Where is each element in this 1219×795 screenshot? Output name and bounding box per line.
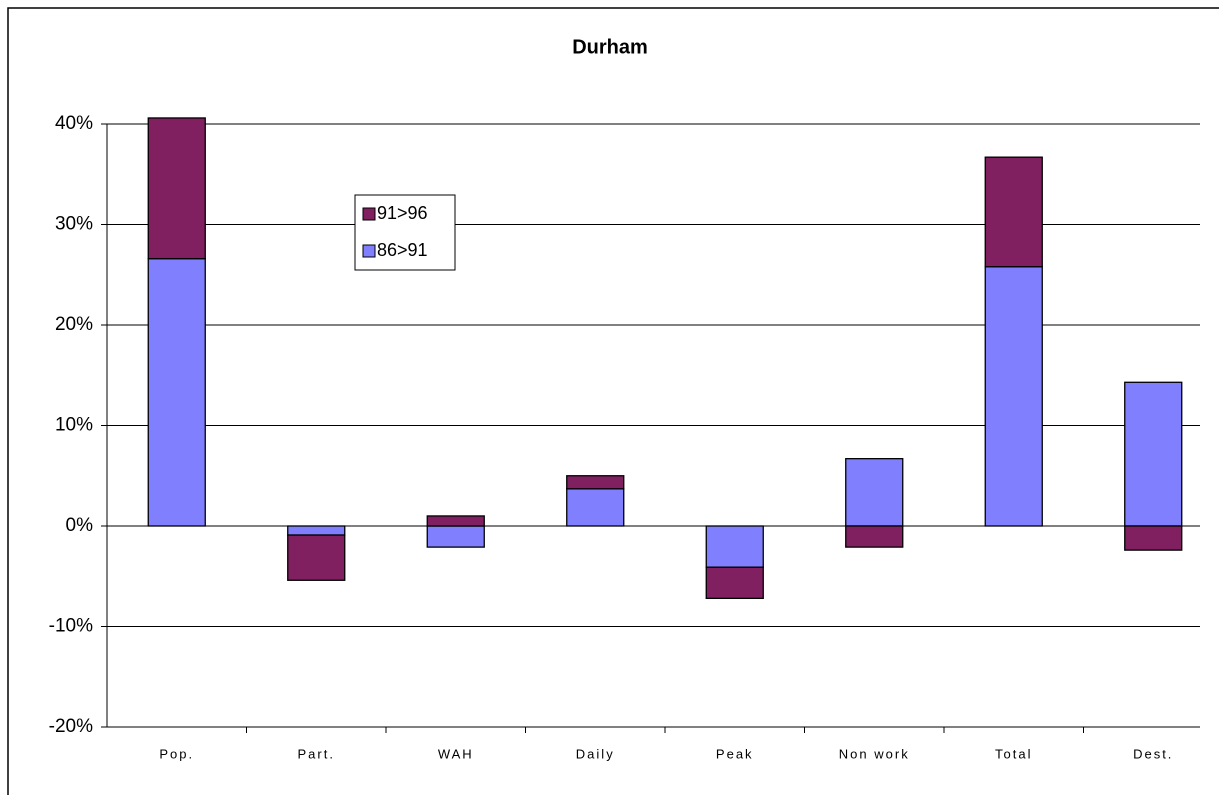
bar xyxy=(705,566,764,600)
x-tick-label: Daily xyxy=(576,746,615,761)
y-tick-label: 40% xyxy=(55,113,93,134)
y-tick-label: 30% xyxy=(55,214,93,235)
y-tick-label: 10% xyxy=(55,415,93,436)
bar xyxy=(147,258,206,527)
bar xyxy=(984,156,1043,268)
bar xyxy=(984,266,1043,527)
bar xyxy=(845,458,904,527)
bar xyxy=(287,525,346,536)
bar xyxy=(147,117,206,260)
x-tick-label: Dest. xyxy=(1133,746,1173,761)
legend-label: 91>96 xyxy=(377,203,428,223)
bar xyxy=(1124,525,1183,551)
y-tick-label: -20% xyxy=(49,716,93,737)
plot-area: -20% -10% 0% 10% 20% 30% 40% Pop. Part. WAH Daily P… xyxy=(49,113,1200,761)
x-tick-label: Part. xyxy=(298,746,335,761)
bar xyxy=(426,515,485,527)
x-tick-label: Pop. xyxy=(159,746,194,761)
x-tick-label: Non work xyxy=(839,746,910,761)
bar xyxy=(705,525,764,568)
legend-swatch xyxy=(362,244,376,258)
bar xyxy=(566,475,625,490)
y-tick-label: 0% xyxy=(66,515,94,536)
legend-swatch xyxy=(362,207,376,221)
bar xyxy=(566,488,625,527)
bar xyxy=(1124,381,1183,527)
bar xyxy=(287,534,346,581)
legend-label: 86>91 xyxy=(377,240,428,260)
x-tick-label: WAH xyxy=(438,746,474,761)
y-tick-label: -10% xyxy=(49,616,93,637)
bar xyxy=(426,525,485,548)
x-tick-label: Total xyxy=(995,746,1032,761)
x-tick-label: Peak xyxy=(716,746,754,761)
chart-title: Durham xyxy=(572,36,648,58)
bar xyxy=(845,525,904,548)
y-tick-label: 20% xyxy=(55,314,93,335)
